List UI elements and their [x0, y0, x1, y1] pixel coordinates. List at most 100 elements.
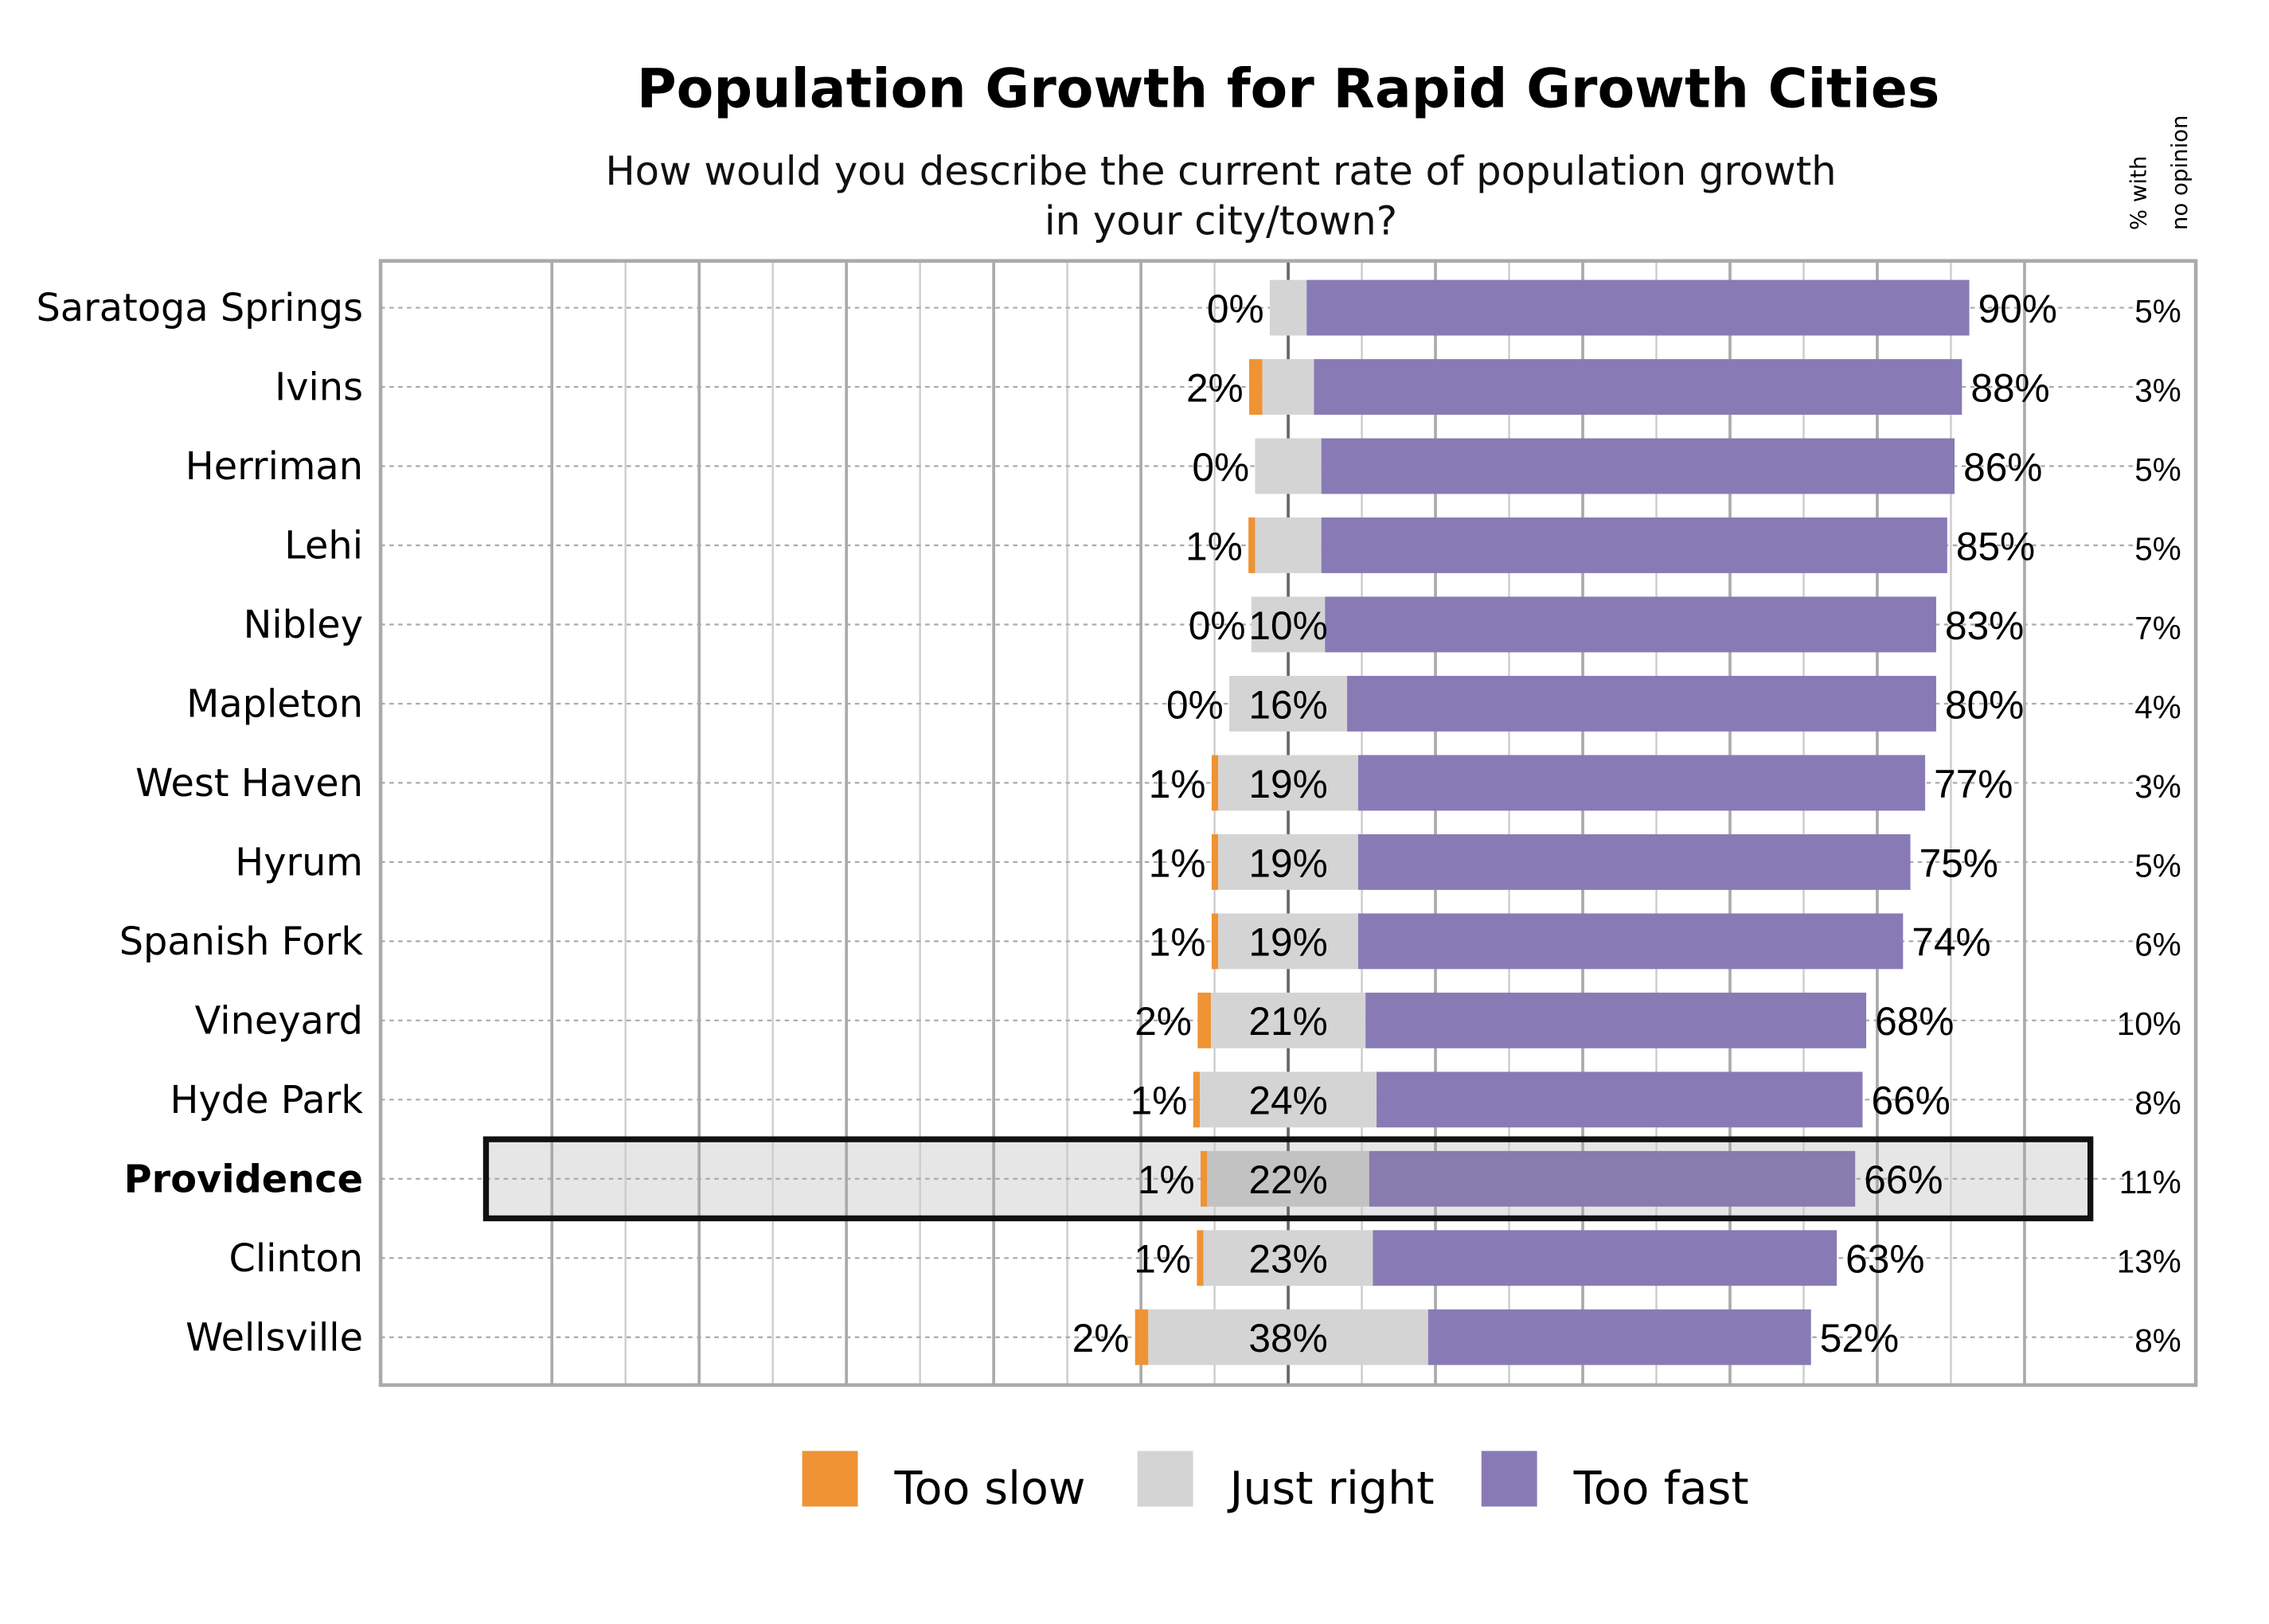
- bar-rows: Saratoga Springs 0% 90% 5% Ivins 2% 88% 3% Herri…: [36, 279, 2181, 1365]
- chart-subtitle-line2: in your city/town?: [1045, 198, 1397, 244]
- label-too-fast: 66%: [1871, 1079, 1950, 1123]
- label-no-opinion: 11%: [2119, 1164, 2181, 1200]
- bar-too-fast: [1325, 596, 1936, 653]
- category-label: Clinton: [228, 1237, 363, 1281]
- label-just-right: 10%: [1248, 603, 1327, 648]
- label-no-opinion: 5%: [2134, 847, 2181, 884]
- bar-too-slow: [1197, 992, 1211, 1048]
- category-label: Ivins: [275, 366, 363, 410]
- bar-too-fast: [1357, 755, 1926, 811]
- legend-swatch: [802, 1450, 858, 1507]
- bar-row: Ivins 2% 88% 3%: [275, 359, 2181, 415]
- bar-too-slow: [1197, 1230, 1204, 1286]
- bar-just-right: [1203, 1230, 1373, 1286]
- label-too-fast: 83%: [1945, 603, 2024, 648]
- legend-label: Just right: [1228, 1462, 1435, 1515]
- bar-too-slow: [1248, 517, 1256, 573]
- label-too-fast: 74%: [1912, 920, 1990, 965]
- label-just-right: 23%: [1248, 1237, 1327, 1282]
- label-too-slow: 2%: [1134, 999, 1192, 1044]
- bar-row: Mapleton 0% 16% 80% 4%: [186, 676, 2181, 732]
- bar-too-fast: [1321, 517, 1947, 573]
- label-too-slow: 1%: [1149, 762, 1206, 806]
- bar-just-right: [1251, 596, 1326, 653]
- category-label: Spanish Fork: [119, 920, 364, 964]
- bar-row: Herriman 0% 86% 5%: [186, 438, 2181, 494]
- legend-item: Too fast: [1481, 1450, 1749, 1515]
- label-no-opinion: 5%: [2134, 451, 2181, 488]
- category-label: Lehi: [284, 525, 363, 568]
- label-too-fast: 77%: [1934, 762, 2013, 806]
- bar-too-slow: [1211, 913, 1219, 970]
- bar-too-fast: [1373, 1230, 1837, 1286]
- highlight-frame: [482, 1136, 2094, 1222]
- chart-subtitle-line1: How would you describe the current rate …: [605, 148, 1836, 194]
- label-just-right: 19%: [1248, 762, 1327, 806]
- bar-too-fast: [1377, 1072, 1863, 1128]
- category-label: Vineyard: [195, 999, 363, 1043]
- label-too-fast: 86%: [1963, 445, 2042, 490]
- category-label: Saratoga Springs: [36, 287, 363, 330]
- label-too-fast: 88%: [1970, 365, 2049, 410]
- legend-swatch: [1137, 1450, 1193, 1507]
- plot-frame: [378, 259, 2198, 1388]
- label-too-slow: 1%: [1131, 1079, 1188, 1123]
- label-just-right: 16%: [1248, 682, 1327, 727]
- label-too-slow: 1%: [1149, 920, 1206, 965]
- bar-too-fast: [1347, 676, 1936, 732]
- bar-just-right: [1148, 1309, 1428, 1365]
- category-label: Hyrum: [235, 841, 363, 884]
- label-just-right: 19%: [1248, 920, 1327, 965]
- label-just-right: 22%: [1248, 1157, 1327, 1202]
- bar-too-fast: [1357, 833, 1911, 890]
- bar-too-slow: [1211, 833, 1219, 890]
- label-too-fast: 90%: [1978, 287, 2057, 331]
- bar-too-fast: [1306, 279, 1970, 336]
- label-no-opinion: 3%: [2134, 372, 2181, 408]
- label-no-opinion: 8%: [2134, 1322, 2181, 1359]
- bar-row: Lehi 1% 85% 5%: [284, 517, 2181, 573]
- bar-just-right: [1255, 517, 1322, 573]
- bar-row: Providence 1% 22% 66% 11%: [124, 1150, 2181, 1207]
- category-label: West Haven: [135, 762, 363, 806]
- bar-just-right: [1207, 1150, 1369, 1207]
- label-too-fast: 68%: [1875, 999, 1954, 1044]
- label-no-opinion: 10%: [2117, 1005, 2181, 1042]
- label-just-right: 24%: [1248, 1079, 1327, 1123]
- bar-row: West Haven 1% 19% 77% 3%: [135, 755, 2181, 811]
- category-label: Wellsville: [186, 1316, 363, 1360]
- label-no-opinion: 3%: [2134, 768, 2181, 805]
- label-too-slow: 0%: [1166, 682, 1224, 727]
- label-just-right: 21%: [1248, 999, 1327, 1044]
- bar-just-right: [1200, 1072, 1377, 1128]
- bar-too-fast: [1314, 359, 1962, 415]
- label-too-slow: 0%: [1192, 445, 1249, 490]
- legend-label: Too slow: [893, 1462, 1085, 1515]
- label-too-fast: 52%: [1820, 1316, 1899, 1360]
- legend-item: Too slow: [802, 1450, 1085, 1515]
- bar-just-right: [1218, 755, 1358, 811]
- bar-too-slow: [1193, 1072, 1201, 1128]
- bar-just-right: [1262, 359, 1314, 415]
- category-label: Hyde Park: [170, 1079, 364, 1122]
- label-too-slow: 1%: [1138, 1157, 1195, 1202]
- legend-swatch: [1481, 1450, 1537, 1507]
- bar-just-right: [1229, 676, 1348, 732]
- legend-label: Too fast: [1573, 1462, 1749, 1515]
- label-no-opinion: 4%: [2134, 689, 2181, 725]
- category-label: Herriman: [186, 445, 363, 489]
- label-too-fast: 75%: [1919, 841, 1998, 885]
- bar-too-slow: [1249, 359, 1263, 415]
- label-no-opinion: 7%: [2134, 610, 2181, 646]
- bar-row: Nibley 0% 10% 83% 7%: [244, 596, 2181, 653]
- category-label: Nibley: [244, 603, 363, 647]
- bar-too-fast: [1365, 992, 1867, 1048]
- bar-just-right: [1210, 992, 1366, 1048]
- label-too-slow: 2%: [1072, 1316, 1130, 1360]
- bar-just-right: [1255, 438, 1322, 494]
- label-no-opinion: 8%: [2134, 1085, 2181, 1122]
- legend: Too slow Just right Too fast: [802, 1450, 1749, 1515]
- bar-row: Saratoga Springs 0% 90% 5%: [36, 279, 2181, 336]
- label-no-opinion: 13%: [2117, 1243, 2181, 1280]
